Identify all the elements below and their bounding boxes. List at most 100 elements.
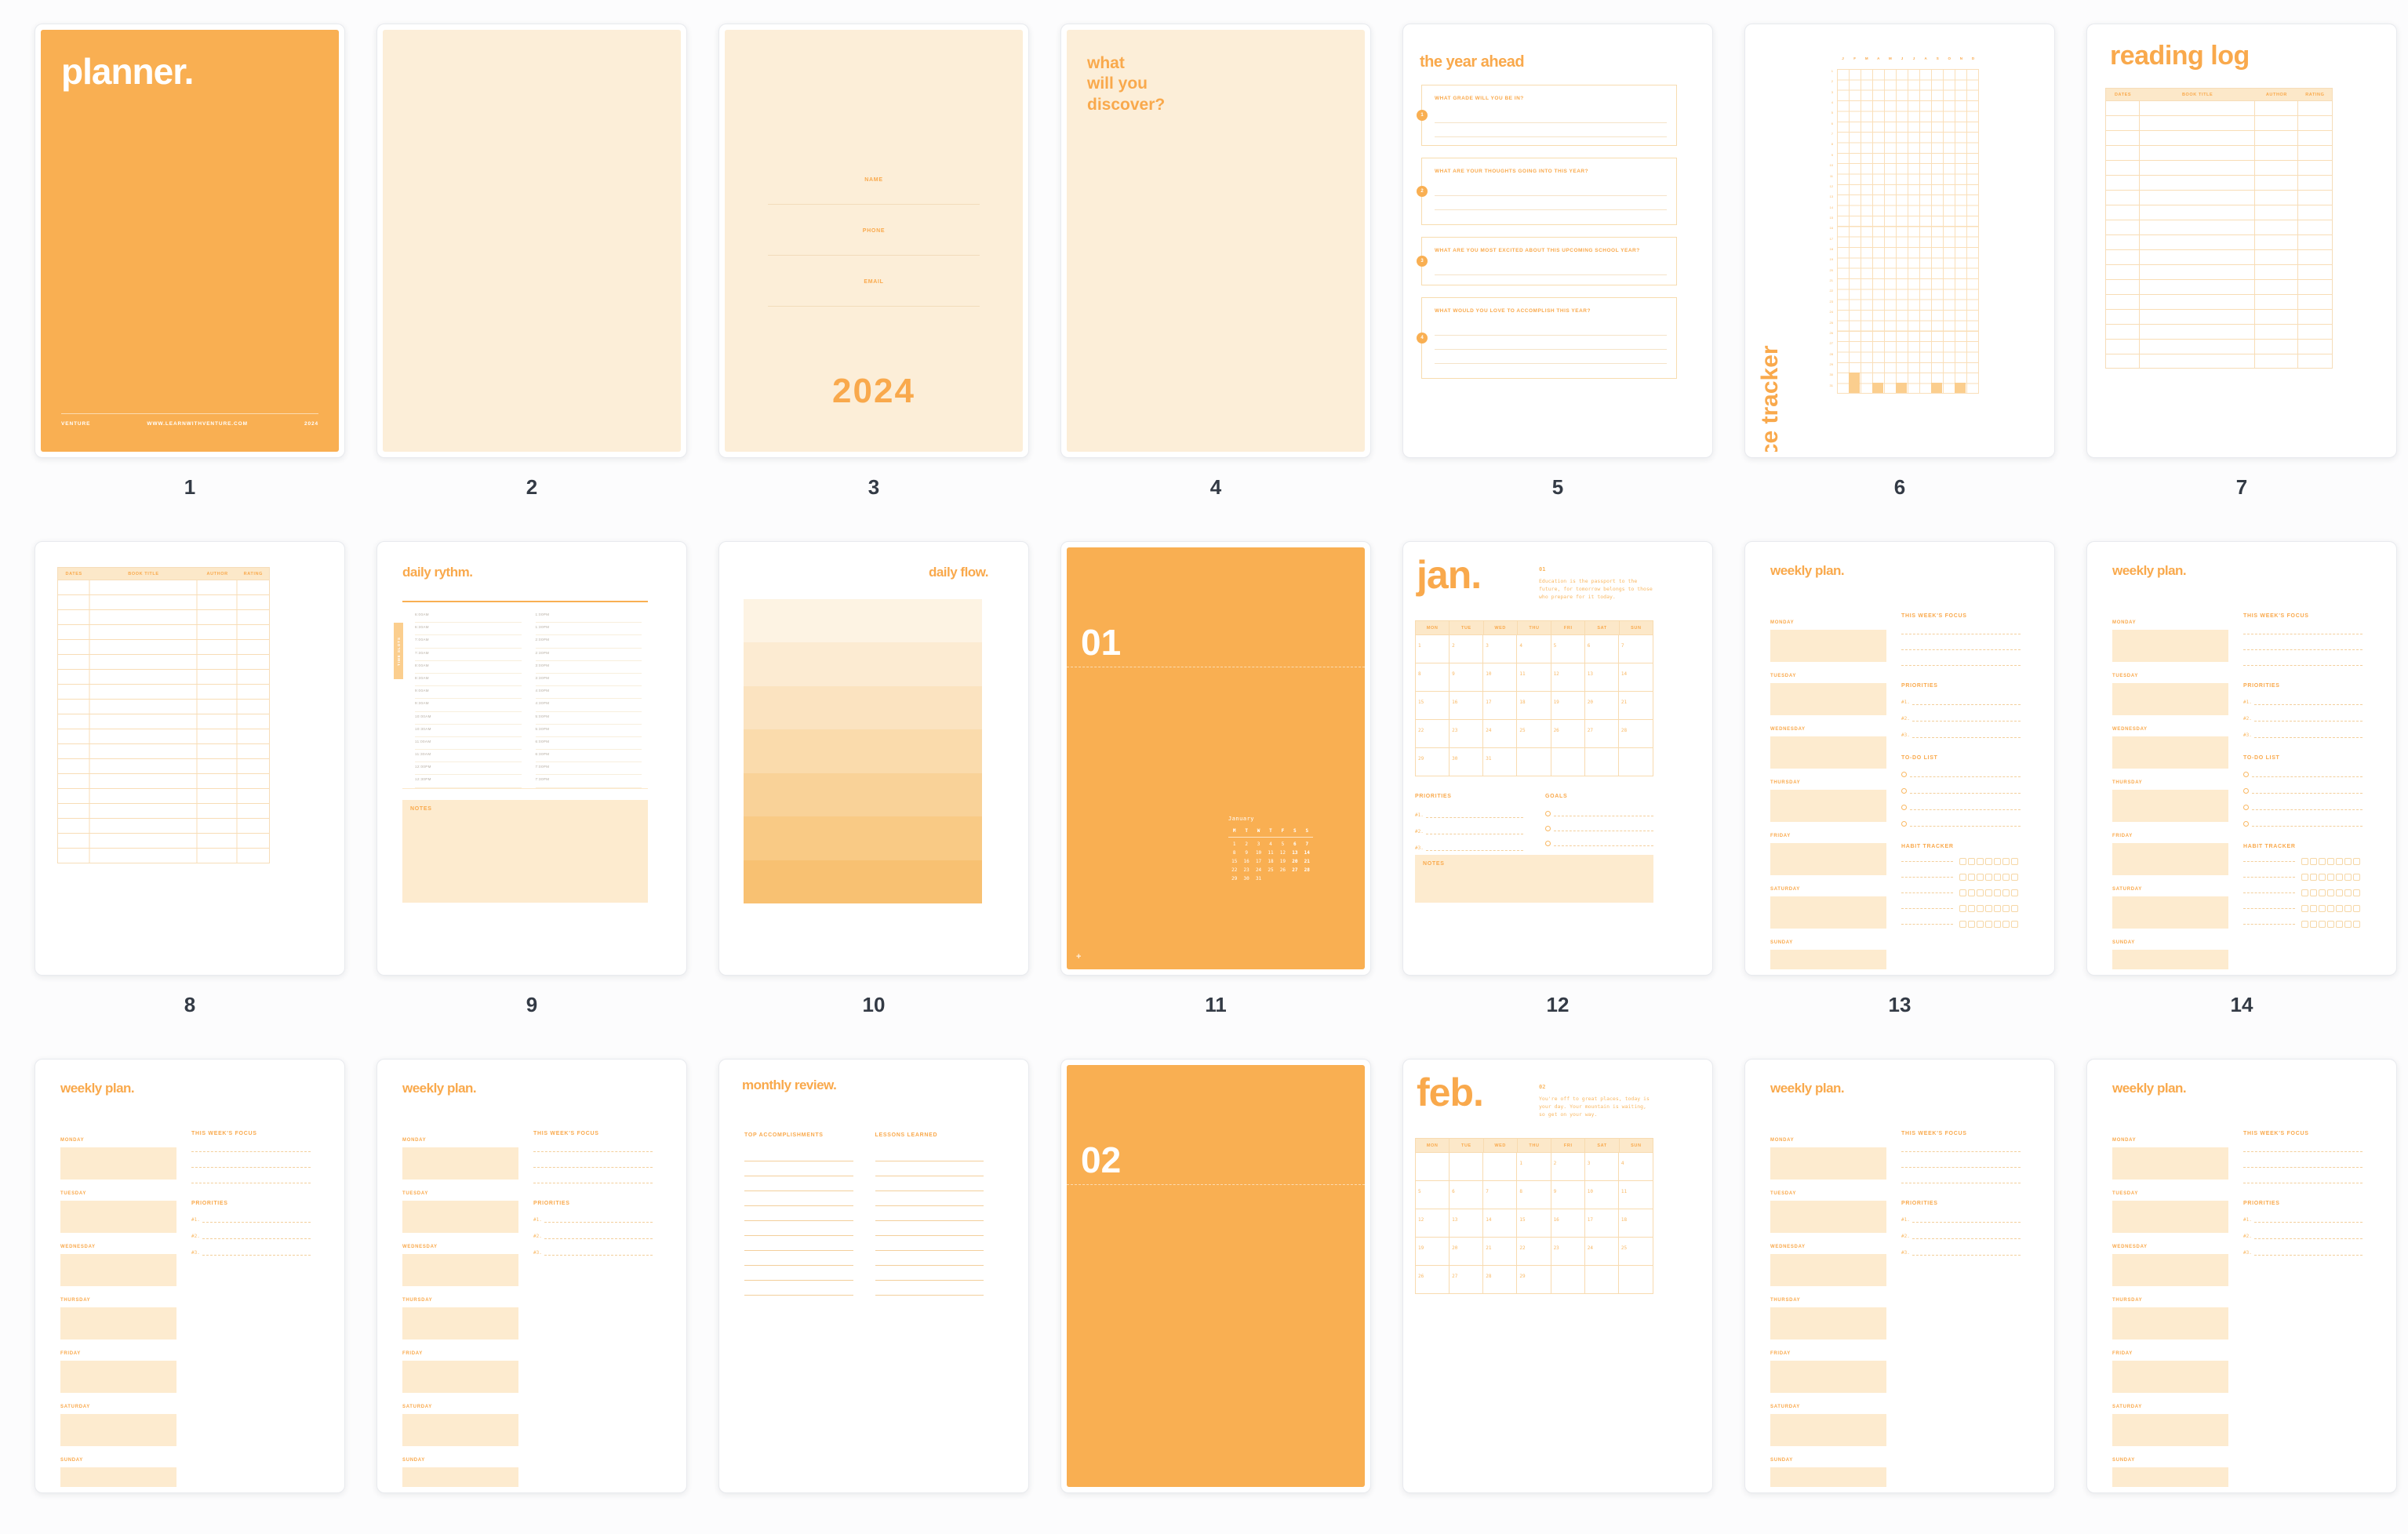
page-thumbnail-1[interactable]: planner. VENTURE WWW.LEARNWITHVENTURE.CO… [35, 24, 345, 458]
weekday-label: SUNDAY [2112, 1458, 2135, 1463]
calendar-cell [1450, 1152, 1484, 1180]
habit-checkbox [1959, 874, 1966, 881]
pm-times-column: 1:00PM 1:30PM 2:00PM 2:30PM 3:00PM 3:30P… [535, 610, 642, 788]
focus-line [2243, 649, 2363, 650]
page-thumbnail-16[interactable]: weekly plan. MONDAY TUESDAY WEDNESDAY TH… [376, 1059, 687, 1493]
weekday-block [1770, 1467, 1886, 1487]
calendar-cell: 29 [1517, 1265, 1551, 1293]
page-thumbnail-4[interactable]: what will you discover? [1060, 24, 1371, 458]
page-thumbnail-12[interactable]: jan. 01 Education is the passport to the… [1402, 541, 1713, 976]
page-thumbnail-9[interactable]: daily rythm. TIME SLOTS 6:00AM 6:30AM 7:… [376, 541, 687, 976]
calendar-cell [1618, 1265, 1653, 1293]
calendar-date: 21 [1620, 700, 1628, 705]
mini-date: 18 [1268, 859, 1274, 864]
weekday-entry: SATURDAY [1770, 1398, 1886, 1446]
calendar-date: 7 [1486, 1189, 1489, 1194]
calendar-cell: 15 [1416, 691, 1450, 719]
weekday-block [2112, 630, 2228, 662]
calendar-cell: 14 [1483, 1209, 1518, 1237]
mini-date: 8 [1232, 850, 1236, 856]
page-thumbnail-10[interactable]: daily flow. [718, 541, 1029, 976]
mini-date: 31 [1255, 876, 1262, 882]
question-text: WHAT WOULD YOU LOVE TO ACCOMPLISH THIS Y… [1435, 308, 1591, 314]
page-thumbnail-19[interactable]: feb. 02 You're off to great places, toda… [1402, 1059, 1713, 1493]
mini-date: 1 [1232, 842, 1236, 847]
calendar-cell [1551, 1265, 1585, 1293]
weekday-block [60, 1307, 176, 1340]
page-thumbnail-7[interactable]: reading log DATES BOOK TITLE AUTHOR RATING [2086, 24, 2397, 458]
time-label: 10:30AM [415, 726, 431, 731]
weekday-entry: WEDNESDAY [2112, 720, 2228, 769]
todo-row [1901, 788, 2021, 794]
weekday-entry: TUESDAY [2112, 1184, 2228, 1233]
time-slot-row: 6:30AM [415, 623, 522, 636]
calendar-cell: 22 [1517, 1237, 1551, 1265]
day-number: 22 [1829, 289, 1833, 293]
weekday-label: SUNDAY [60, 1458, 83, 1463]
mini-date: 30 [1243, 876, 1249, 882]
habit-checkbox [2319, 858, 2326, 865]
page-number: 9 [526, 993, 538, 1016]
page-thumbnail-15[interactable]: weekly plan. MONDAY TUESDAY WEDNESDAY TH… [35, 1059, 345, 1493]
page-thumbnail-20[interactable]: weekly plan. MONDAY TUESDAY WEDNESDAY TH… [1744, 1059, 2055, 1493]
mini-day-header: T [1245, 828, 1248, 834]
page-thumbnail-5[interactable]: the year ahead 1 WHAT GRADE WILL YOU BE … [1402, 24, 1713, 458]
habit-section: HABIT TRACKER [1901, 844, 2021, 928]
priority-number: #2. [1901, 1234, 1910, 1239]
page-thumbnail-18[interactable]: 02 [1060, 1059, 1371, 1493]
page-thumbnail-8[interactable]: DATES BOOK TITLE AUTHOR RATING [35, 541, 345, 976]
day-header: WED [1484, 1139, 1518, 1152]
thumbnail-grid: planner. VENTURE WWW.LEARNWITHVENTURE.CO… [35, 24, 2397, 1534]
page-weekly-plan: weekly plan. MONDAY TUESDAY WEDNESDAY TH… [1751, 547, 2049, 969]
weekly-sections: THIS WEEK'S FOCUS PRIORITIES #1. #2. [191, 1131, 311, 1256]
answer-lines [1435, 261, 1667, 282]
weekday-label: SATURDAY [2112, 1405, 2142, 1409]
page-weekly-plan: weekly plan. MONDAY TUESDAY WEDNESDAY TH… [41, 1065, 339, 1487]
time-slot-row: 10:30AM [415, 725, 522, 737]
weekday-block [402, 1361, 518, 1393]
month-initial: J [1842, 56, 1844, 60]
habit-row [2243, 858, 2363, 865]
weekly-plan-title: weekly plan. [1770, 563, 1845, 578]
weekday-block [60, 1467, 176, 1487]
page-thumbnail-21[interactable]: weekly plan. MONDAY TUESDAY WEDNESDAY TH… [2086, 1059, 2397, 1493]
time-label: 9:30AM [415, 701, 429, 706]
habit-name-line [1901, 892, 1953, 893]
weekday-label: THURSDAY [402, 1298, 433, 1303]
page-thumbnail-2[interactable] [376, 24, 687, 458]
question-box: 3 WHAT ARE YOU MOST EXCITED ABOUT THIS U… [1417, 237, 1677, 285]
weekday-entry: MONDAY [2112, 613, 2228, 662]
mini-date: 2 [1245, 842, 1248, 847]
calendar-date: 15 [1418, 700, 1424, 705]
weekday-entry: THURSDAY [2112, 1291, 2228, 1340]
info-fields: NAME PHONE EMAIL [768, 171, 980, 324]
cover-footer: VENTURE WWW.LEARNWITHVENTURE.COM 2024 [61, 413, 318, 427]
habit-checkbox [2301, 905, 2308, 912]
weekday-entry: THURSDAY [402, 1291, 518, 1340]
page-thumbnail-14[interactable]: weekly plan. MONDAY TUESDAY WEDNESDAY TH… [2086, 541, 2397, 976]
weekday-label: THURSDAY [2112, 780, 2143, 785]
grid-cell-13: weekly plan. MONDAY TUESDAY WEDNESDAY TH… [1744, 541, 2055, 1016]
weekday-entry: FRIDAY [1770, 1344, 1886, 1393]
weekday-block [1770, 896, 1886, 929]
page-thumbnail-3[interactable]: NAME PHONE EMAIL 2024 [718, 24, 1029, 458]
page-number: 14 [2230, 993, 2253, 1016]
page-number: 7 [2235, 475, 2248, 499]
page-number: 13 [1888, 993, 1911, 1016]
calendar-date: 9 [1452, 671, 1455, 677]
calendar-date: 27 [1587, 728, 1593, 733]
page-thumbnail-13[interactable]: weekly plan. MONDAY TUESDAY WEDNESDAY TH… [1744, 541, 2055, 976]
weekday-entry: WEDNESDAY [1770, 1238, 1886, 1286]
weekday-entry: MONDAY [60, 1131, 176, 1180]
habit-checkbox [2011, 858, 2018, 865]
writing-lines [744, 1147, 853, 1303]
habit-checkboxes [2301, 858, 2360, 865]
weekday-column: MONDAY TUESDAY WEDNESDAY THURSDAY FRIDAY [1770, 613, 1886, 969]
page-thumbnail-17[interactable]: monthly review. TOP ACCOMPLISHMENTS LESS… [718, 1059, 1029, 1493]
month-calendar: MON TUE WED THU FRI SAT SUN 1 2 3 4 5 6 [1415, 620, 1653, 776]
day-number: 6 [1831, 121, 1833, 125]
focus-label: THIS WEEK'S FOCUS [2243, 613, 2309, 619]
